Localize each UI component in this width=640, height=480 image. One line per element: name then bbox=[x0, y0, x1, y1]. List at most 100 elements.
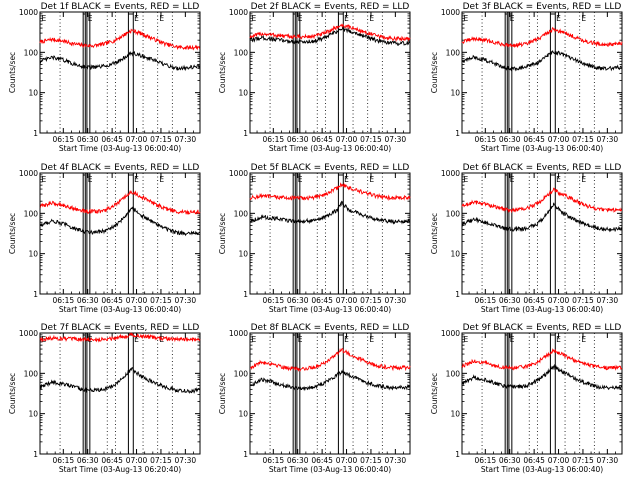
x-tick-label: 06:15 bbox=[263, 456, 285, 465]
panel-title: Det 5f BLACK = Events, RED = LLD bbox=[251, 163, 410, 173]
y-tick-label: 100 bbox=[234, 369, 249, 378]
event-marker-label: E bbox=[134, 335, 139, 344]
panel-7: Det 7f BLACK = Events, RED = LLD 1 10 100 10… bbox=[8, 323, 201, 474]
x-axis-label: Start Time (03-Aug-13 06:20:40) bbox=[59, 465, 181, 474]
event-marker-label: E bbox=[252, 175, 257, 184]
event-marker-label: E bbox=[159, 175, 164, 184]
x-axis-label: Start Time (03-Aug-13 06:00:40) bbox=[269, 305, 391, 314]
panel-title: Det 6f BLACK = Events, RED = LLD bbox=[463, 163, 622, 173]
series-line-events-black bbox=[39, 366, 200, 394]
x-tick-label: 07:15 bbox=[572, 135, 594, 144]
x-tick-label: 06:30 bbox=[77, 135, 99, 144]
y-axis-label: Counts/sec bbox=[430, 52, 439, 93]
y-tick-label: 10 bbox=[28, 250, 38, 259]
panel-title: Det 7f BLACK = Events, RED = LLD bbox=[41, 323, 200, 333]
x-tick-label: 07:15 bbox=[150, 456, 172, 465]
x-axis-label: Start Time (03-Aug-13 06:00:40) bbox=[59, 144, 181, 153]
event-marker-label: E bbox=[42, 175, 47, 184]
event-marker-label: E bbox=[298, 175, 303, 184]
x-tick-label: 07:15 bbox=[572, 296, 594, 305]
x-tick-label: 07:30 bbox=[175, 135, 197, 144]
event-marker-label: E bbox=[298, 335, 303, 344]
x-tick-label: 06:15 bbox=[53, 296, 75, 305]
y-axis-label: Counts/sec bbox=[8, 213, 17, 254]
x-tick-label: 06:45 bbox=[101, 135, 123, 144]
y-tick-label: 10 bbox=[450, 410, 460, 419]
x-axis-label: Start Time (03-Aug-13 06:00:40) bbox=[59, 305, 181, 314]
x-tick-label: 07:00 bbox=[126, 456, 148, 465]
x-tick-label: 06:30 bbox=[77, 296, 99, 305]
x-tick-label: 07:00 bbox=[336, 135, 358, 144]
y-tick-label: 100 bbox=[446, 48, 461, 57]
event-marker-label: E bbox=[464, 175, 469, 184]
panel-title: Det 8f BLACK = Events, RED = LLD bbox=[251, 323, 410, 333]
y-tick-label: 10 bbox=[28, 410, 38, 419]
x-tick-label: 06:15 bbox=[475, 135, 497, 144]
series-line-lld-red bbox=[249, 23, 411, 43]
event-marker-label: E bbox=[88, 14, 93, 23]
panel-title: Det 3f BLACK = Events, RED = LLD bbox=[463, 2, 622, 12]
event-marker-label: E bbox=[556, 14, 561, 23]
y-tick-label: 10 bbox=[238, 250, 248, 259]
x-tick-label: 06:45 bbox=[101, 456, 123, 465]
x-tick-label: 06:30 bbox=[287, 456, 309, 465]
event-marker-label: E bbox=[344, 175, 349, 184]
x-tick-label: 06:30 bbox=[287, 296, 309, 305]
panel-3: Det 3f BLACK = Events, RED = LLD 1 10 100 10… bbox=[430, 2, 623, 153]
y-tick-label: 1 bbox=[33, 290, 38, 299]
y-axis-label: Counts/sec bbox=[218, 52, 227, 93]
event-marker-label: E bbox=[344, 335, 349, 344]
x-tick-label: 07:30 bbox=[175, 296, 197, 305]
event-marker-label: E bbox=[369, 14, 374, 23]
y-tick-label: 100 bbox=[234, 48, 249, 57]
x-tick-label: 07:00 bbox=[126, 135, 148, 144]
y-axis-label: Counts/sec bbox=[430, 213, 439, 254]
event-marker-label: E bbox=[510, 14, 515, 23]
event-marker-label: E bbox=[581, 175, 586, 184]
x-tick-label: 07:15 bbox=[360, 456, 382, 465]
series-line-lld-red bbox=[461, 187, 623, 214]
x-tick-label: 07:30 bbox=[385, 296, 407, 305]
panel-title: Det 9f BLACK = Events, RED = LLD bbox=[463, 323, 622, 333]
event-marker-label: E bbox=[42, 14, 47, 23]
event-marker-label: E bbox=[464, 14, 469, 23]
event-marker-label: E bbox=[252, 14, 257, 23]
x-tick-label: 06:45 bbox=[523, 456, 545, 465]
event-marker-label: E bbox=[42, 335, 47, 344]
x-tick-label: 07:00 bbox=[336, 456, 358, 465]
panel-title: Det 4f BLACK = Events, RED = LLD bbox=[41, 163, 200, 173]
y-tick-label: 1 bbox=[455, 290, 460, 299]
y-tick-label: 1 bbox=[243, 290, 248, 299]
x-tick-label: 06:30 bbox=[499, 456, 521, 465]
y-tick-label: 1000 bbox=[441, 8, 460, 17]
y-tick-label: 100 bbox=[446, 369, 461, 378]
y-tick-label: 100 bbox=[24, 48, 39, 57]
x-axis-label: Start Time (03-Aug-13 06:00:40) bbox=[481, 144, 603, 153]
series-line-events-black bbox=[461, 202, 623, 233]
series-line-events-black bbox=[249, 200, 411, 225]
x-tick-label: 07:00 bbox=[548, 135, 570, 144]
y-tick-label: 1 bbox=[33, 129, 38, 138]
x-tick-label: 06:15 bbox=[53, 135, 75, 144]
x-tick-label: 07:30 bbox=[597, 296, 619, 305]
series-line-lld-red bbox=[39, 28, 201, 51]
y-axis-label: Counts/sec bbox=[218, 373, 227, 414]
panel-2: Det 2f BLACK = Events, RED = LLD 1 10 100 10… bbox=[218, 2, 411, 153]
y-tick-label: 1000 bbox=[19, 169, 38, 178]
y-tick-label: 10 bbox=[238, 89, 248, 98]
x-axis-label: Start Time (03-Aug-13 06:00:40) bbox=[269, 144, 391, 153]
event-marker-label: E bbox=[252, 335, 257, 344]
series-line-lld-red bbox=[461, 26, 623, 48]
y-tick-label: 1000 bbox=[229, 169, 248, 178]
event-marker-label: E bbox=[369, 335, 374, 344]
event-marker-label: E bbox=[581, 335, 586, 344]
x-tick-label: 06:30 bbox=[287, 135, 309, 144]
x-tick-label: 07:30 bbox=[597, 135, 619, 144]
x-tick-label: 06:45 bbox=[311, 296, 333, 305]
y-tick-label: 1000 bbox=[229, 8, 248, 17]
y-tick-label: 1 bbox=[455, 450, 460, 459]
series-line-events-black bbox=[39, 50, 201, 72]
series-line-lld-red bbox=[250, 347, 411, 373]
